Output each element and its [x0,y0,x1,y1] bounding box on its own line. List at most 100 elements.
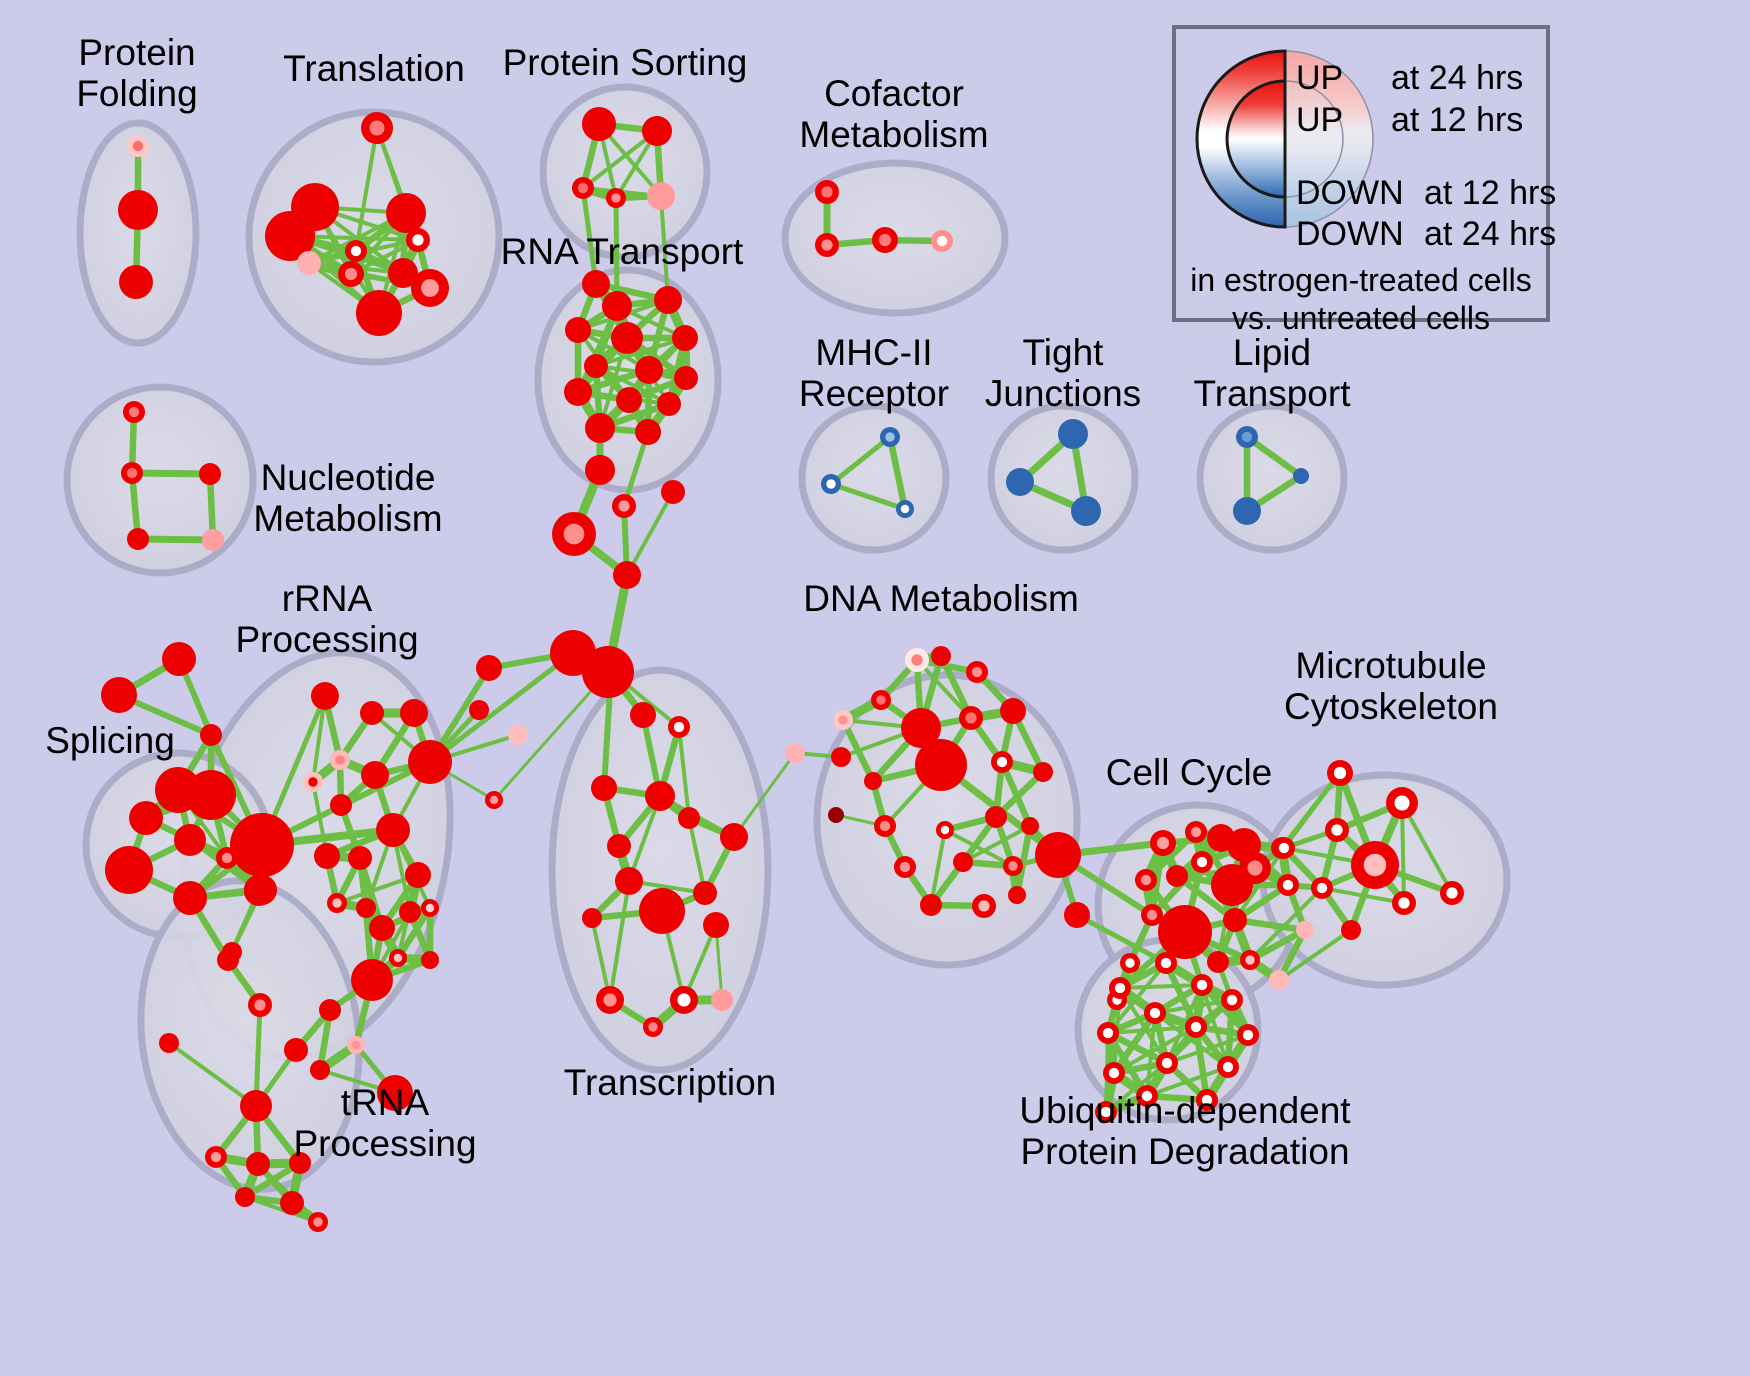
network-node [642,116,672,146]
network-edge [627,794,662,883]
network-node [327,893,347,913]
node-inner-core-12hrs [680,372,692,384]
node-inner-core-12hrs [294,1157,306,1169]
node-inner-core-12hrs [1047,844,1069,866]
node-inner-core-12hrs [425,903,435,913]
node-inner-core-12hrs [128,200,148,220]
node-inner-core-12hrs [571,385,585,399]
network-node [376,813,410,847]
network-node [411,269,449,307]
node-inner-core-12hrs [411,868,425,882]
node-inner-core-12hrs [609,298,625,314]
network-node [347,1036,365,1054]
node-inner-core-12hrs [1070,908,1084,922]
legend-box: UP at 24 hrs UP at 12 hrs DOWN at 12 hrs… [1172,25,1556,336]
legend-state-2: DOWN [1296,174,1404,212]
node-inner-core-12hrs [1274,975,1284,985]
network-node [936,821,954,839]
network-edge [943,828,1015,868]
network-node [821,474,841,494]
node-inner-core-12hrs [138,810,154,826]
node-inner-core-12hrs [1141,1090,1153,1102]
network-node [1293,468,1309,484]
node-inner-core-12hrs [1394,795,1410,811]
node-inner-core-12hrs [836,752,846,762]
node-inner-core-12hrs [303,195,327,219]
node-inner-core-12hrs [324,1004,336,1016]
legend-state-3: DOWN [1296,215,1404,253]
node-inner-core-12hrs [663,398,675,410]
cluster-ellipse-transcription [548,666,772,1074]
node-inner-core-12hrs [1245,955,1255,965]
node-inner-core-12hrs [838,715,848,725]
node-inner-core-12hrs [1222,1061,1234,1073]
network-node [1150,830,1176,856]
node-inner-core-12hrs [393,953,403,963]
legend-time-3: at 24 hrs [1424,215,1557,253]
node-inner-core-12hrs [385,822,401,838]
node-inner-core-12hrs [876,695,886,705]
node-inner-core-12hrs [1282,879,1294,891]
network-node [896,500,914,518]
node-inner-core-12hrs [182,890,198,906]
network-node [1166,865,1188,887]
node-inner-core-12hrs [1146,909,1158,921]
node-inner-core-12hrs [1140,874,1152,886]
node-inner-core-12hrs [620,568,634,582]
network-edge [354,126,379,253]
network-node [831,747,851,767]
network-node [388,258,418,288]
network-node [931,646,951,666]
network-node [127,528,149,550]
node-inner-core-12hrs [132,533,144,545]
network-edge [1279,770,1343,851]
node-inner-core-12hrs [1333,766,1347,780]
network-node [330,794,352,816]
node-inner-core-12hrs [1446,887,1458,899]
network-edge [206,470,217,544]
network-node [1058,419,1088,449]
node-inner-core-12hrs [590,360,602,372]
network-node [693,881,717,905]
network-node [643,1017,663,1037]
node-inner-core-12hrs [117,858,141,882]
node-inner-core-12hrs [1190,826,1202,838]
network-node [635,356,663,384]
network-node [1386,787,1418,819]
network-edge [128,469,214,478]
network-edge [887,434,908,512]
network-node [1136,1085,1158,1107]
legend-time-2: at 12 hrs [1424,174,1557,212]
node-inner-core-12hrs [1196,979,1208,991]
network-node [265,211,315,261]
network-node [596,986,624,1014]
network-edge [828,481,908,512]
node-inner-core-12hrs [587,913,597,923]
network-node [399,901,421,923]
network-edge [1104,1029,1171,1067]
node-inner-core-12hrs [595,659,621,685]
node-inner-core-12hrs [204,468,216,480]
node-inner-core-12hrs [248,1098,264,1114]
node-inner-core-12hrs [1300,925,1310,935]
node-inner-core-12hrs [603,993,617,1007]
network-node [1000,698,1026,724]
network-node [931,230,953,252]
network-node [1095,1101,1117,1123]
node-inner-core-12hrs [716,994,728,1006]
node-inner-core-12hrs [351,1040,361,1050]
network-node [319,999,341,1021]
network-node [348,846,372,870]
network-node [1221,989,1243,1011]
node-inner-core-12hrs [832,811,840,819]
node-inner-core-12hrs [642,363,656,377]
node-inner-core-12hrs [611,193,621,203]
node-inner-core-12hrs [313,1217,323,1227]
node-inner-core-12hrs [1149,1007,1161,1019]
network-node [1196,1089,1218,1111]
network-node [1311,877,1333,899]
node-inner-core-12hrs [885,432,895,442]
network-node [1277,874,1299,896]
network-edge [1192,1023,1211,1104]
